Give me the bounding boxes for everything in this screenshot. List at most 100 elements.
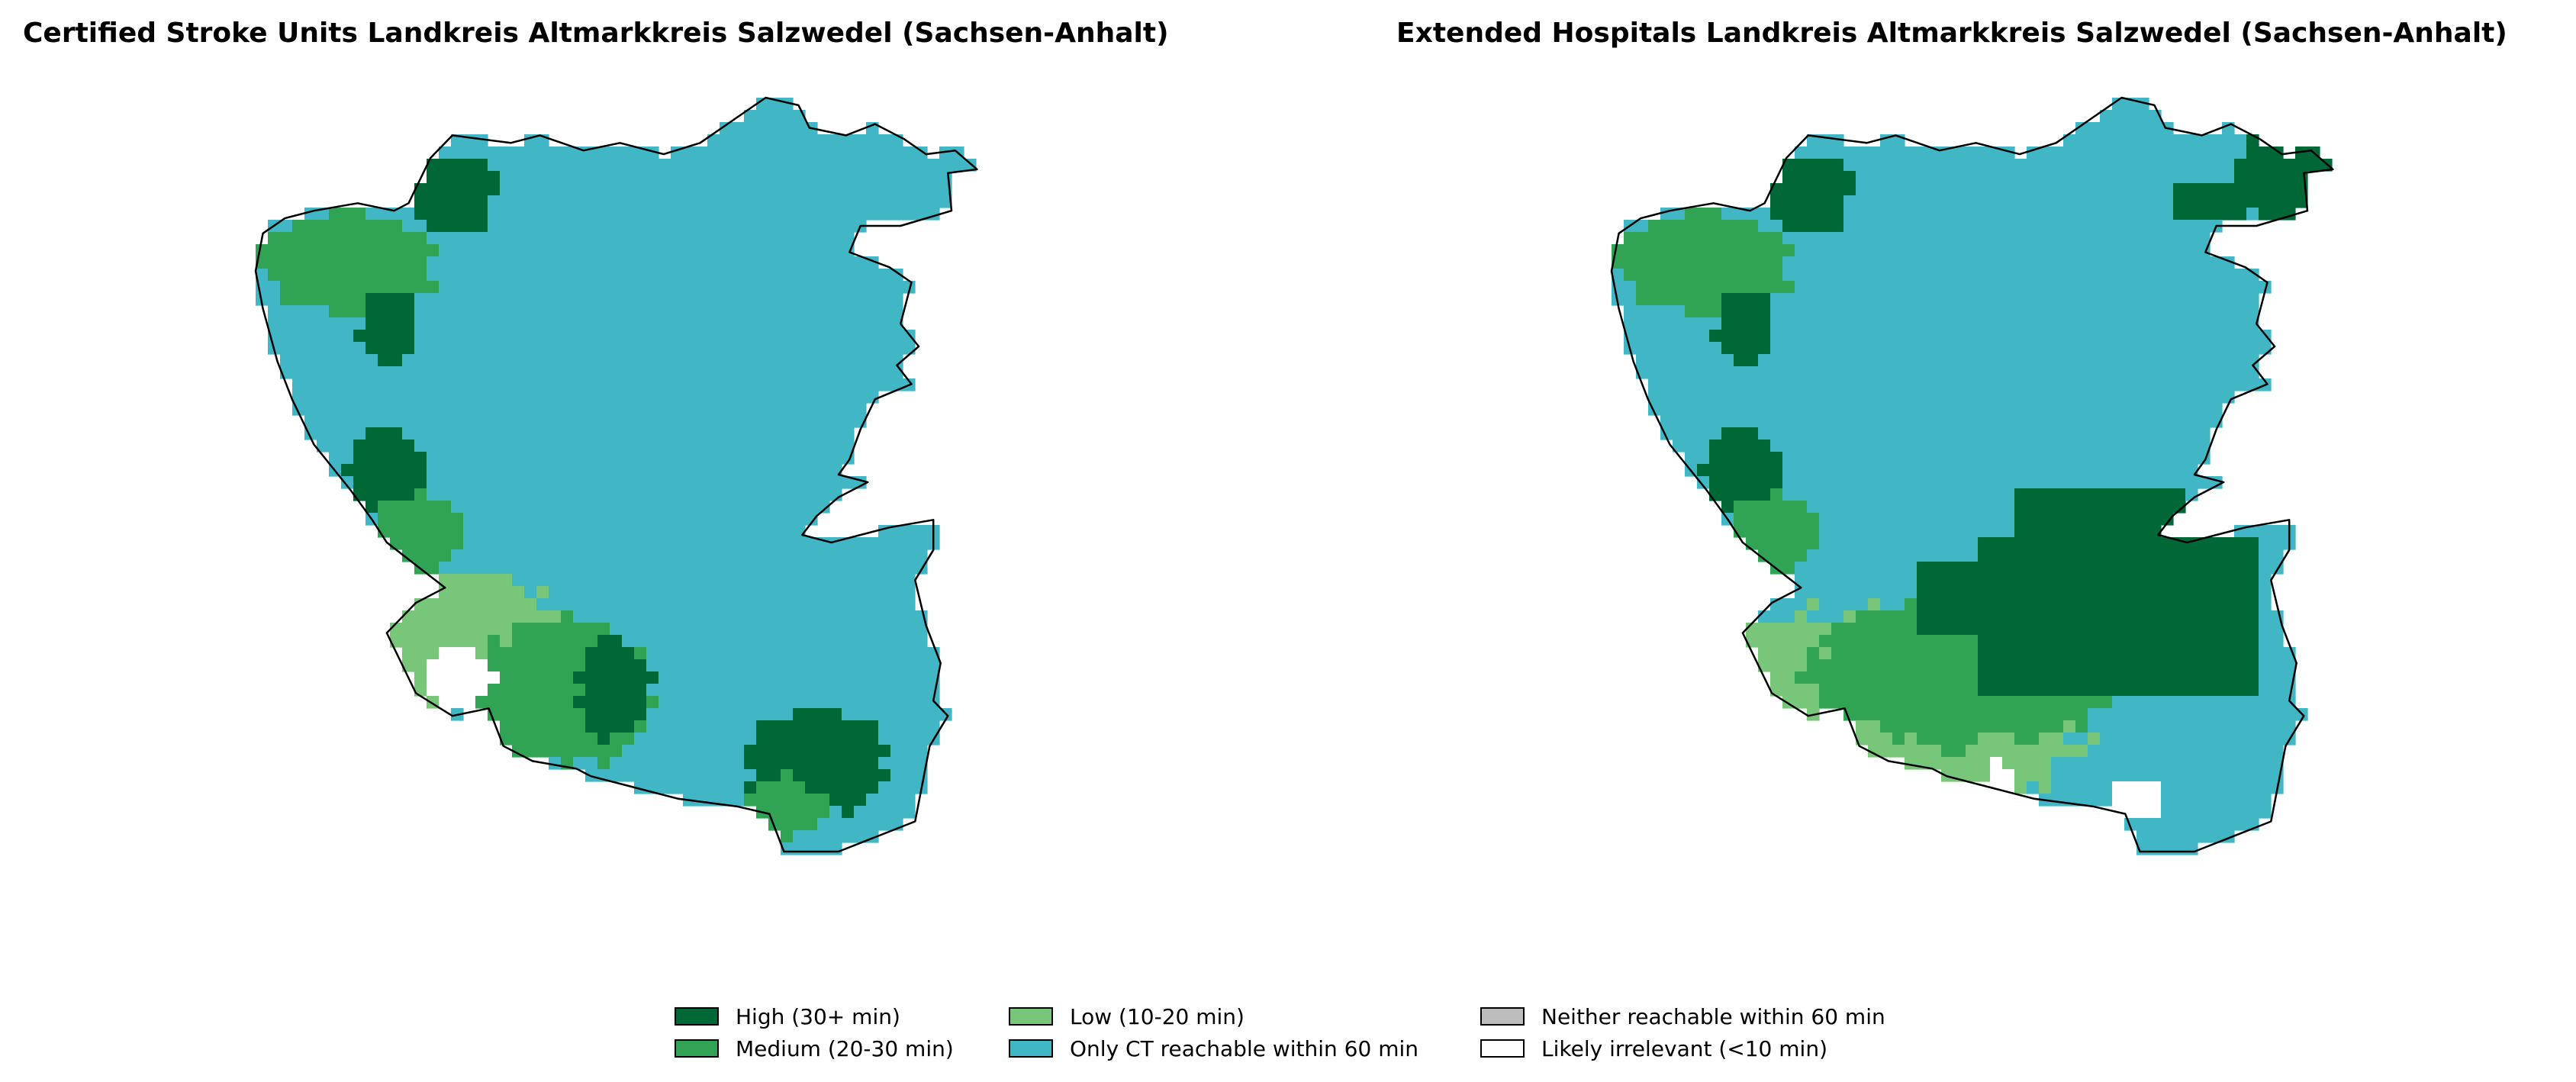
cell-high — [1941, 598, 1954, 611]
cell-ct_only — [2283, 647, 2296, 660]
cell-ct_only — [1917, 501, 1930, 514]
cell-ct_only — [915, 757, 928, 770]
cell-ct_only — [890, 330, 903, 343]
cell-ct_only — [1795, 232, 1808, 245]
cell-ct_only — [768, 342, 781, 355]
cell-ct_only — [439, 342, 452, 355]
cell-low — [2051, 733, 2064, 745]
cell-ct_only — [817, 537, 830, 550]
cell-ct_only — [2271, 708, 2284, 721]
cell-ct_only — [854, 635, 867, 648]
cell-ct_only — [805, 696, 818, 709]
cell-ct_only — [256, 269, 269, 282]
cell-ct_only — [781, 293, 794, 306]
cell-high — [2185, 671, 2198, 684]
cell-high — [2173, 647, 2186, 660]
cell-ct_only — [536, 378, 549, 391]
cell-ct_only — [2185, 464, 2198, 477]
cell-ct_only — [451, 549, 464, 562]
cell-ct_only — [732, 305, 745, 318]
cell-ct_only — [573, 317, 586, 330]
cell-high — [2051, 562, 2064, 575]
cell-ct_only — [549, 171, 562, 184]
cell-ct_only — [2259, 696, 2272, 709]
cell-ct_only — [475, 525, 488, 538]
cell-high — [622, 696, 635, 709]
cell-ct_only — [768, 171, 781, 184]
cell-medium — [524, 659, 537, 672]
cell-ct_only — [439, 366, 452, 379]
cell-ct_only — [1697, 476, 1710, 489]
cell-ct_only — [610, 220, 623, 233]
cell-medium — [1843, 696, 1856, 709]
cell-ct_only — [854, 415, 867, 428]
cell-ct_only — [903, 549, 916, 562]
cell-high — [2124, 574, 2137, 587]
cell-ct_only — [842, 342, 855, 355]
cell-ct_only — [2039, 281, 2052, 294]
cell-ct_only — [732, 696, 745, 709]
cell-ct_only — [1917, 476, 1930, 489]
cell-ct_only — [2136, 208, 2149, 221]
cell-low — [1978, 757, 1991, 770]
cell-high — [2246, 671, 2259, 684]
cell-ct_only — [1978, 366, 1991, 379]
cell-ct_only — [1892, 378, 1905, 391]
cell-ct_only — [512, 452, 525, 465]
cell-ct_only — [610, 464, 623, 477]
cell-medium — [1758, 269, 1771, 282]
cell-high — [2185, 562, 2198, 575]
cell-ct_only — [1856, 232, 1869, 245]
cell-ct_only — [2124, 317, 2137, 330]
cell-high — [2014, 574, 2027, 587]
cell-ct_only — [549, 391, 562, 404]
cell-ct_only — [524, 476, 537, 489]
cell-ct_only — [2283, 525, 2296, 538]
cell-ct_only — [695, 452, 708, 465]
cell-ct_only — [744, 232, 757, 245]
cell-ct_only — [2259, 708, 2272, 721]
cell-ct_only — [1892, 488, 1905, 501]
cell-ct_only — [805, 537, 818, 550]
cell-high — [817, 757, 830, 770]
cell-high — [2014, 684, 2027, 697]
cell-medium — [488, 708, 501, 721]
cell-medium — [805, 806, 818, 819]
cell-ct_only — [2088, 195, 2101, 208]
cell-medium — [1746, 220, 1759, 233]
cell-ct_only — [463, 281, 476, 294]
cell-ct_only — [2112, 281, 2125, 294]
cell-ct_only — [2259, 757, 2272, 770]
cell-medium — [1917, 720, 1930, 733]
cell-ct_only — [732, 391, 745, 404]
cell-high — [2039, 525, 2052, 538]
cell-ct_only — [622, 427, 635, 440]
cell-ct_only — [915, 623, 928, 636]
cell-ct_only — [573, 342, 586, 355]
cell-ct_only — [829, 635, 842, 648]
cell-ct_only — [427, 440, 440, 452]
cell-ct_only — [610, 159, 623, 172]
cell-ct_only — [695, 696, 708, 709]
cell-irrelevant — [427, 671, 440, 684]
cell-ct_only — [317, 440, 330, 452]
cell-ct_only — [2173, 391, 2186, 404]
cell-ct_only — [365, 208, 378, 221]
cell-high — [597, 659, 610, 672]
cell-ct_only — [2222, 159, 2235, 172]
cell-ct_only — [878, 818, 891, 831]
cell-ct_only — [805, 671, 818, 684]
cell-low — [2039, 745, 2052, 758]
cell-ct_only — [1880, 391, 1893, 404]
cell-ct_only — [1636, 220, 1649, 233]
cell-low — [390, 635, 403, 648]
cell-ct_only — [707, 440, 720, 452]
cell-ct_only — [829, 366, 842, 379]
cell-high — [2027, 501, 2040, 514]
cell-ct_only — [646, 269, 659, 282]
cell-ct_only — [878, 659, 891, 672]
cell-ct_only — [2173, 366, 2186, 379]
cell-ct_only — [475, 342, 488, 355]
cell-ct_only — [1831, 501, 1844, 514]
cell-ct_only — [512, 269, 525, 282]
